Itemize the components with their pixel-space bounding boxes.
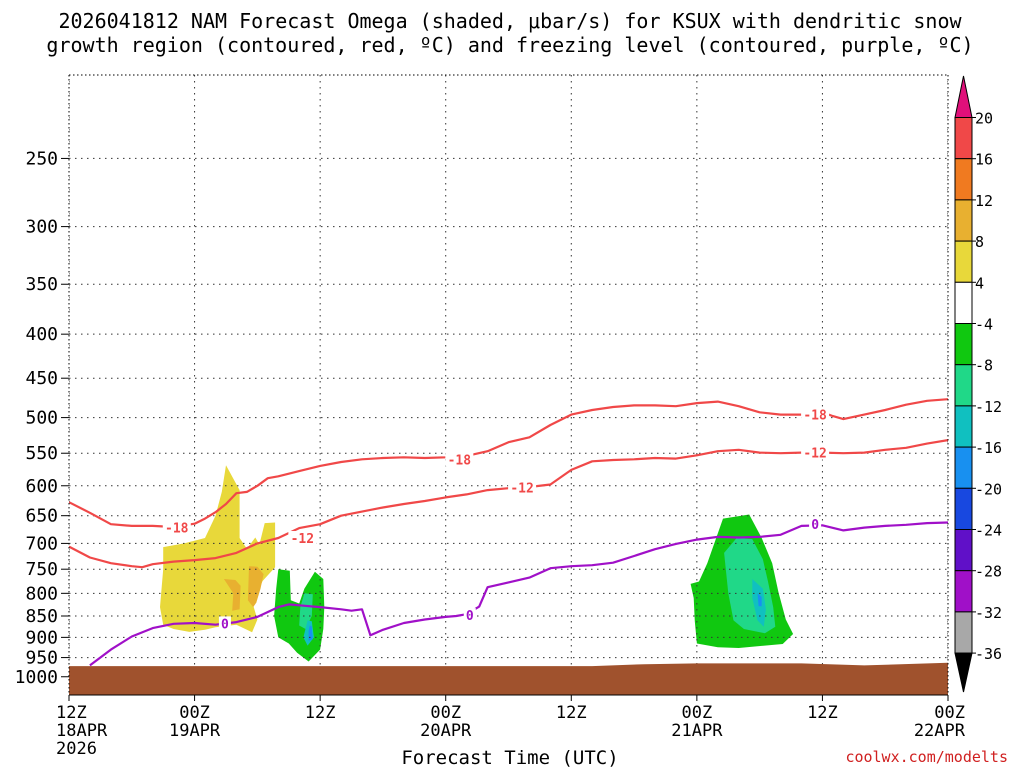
ytick-label-600: 600 [25,476,58,497]
xtick-label-0-3: 2026 [56,739,97,759]
ytick-label-800: 800 [25,583,58,604]
colorbar-bin-1 [954,158,973,201]
xtick-label-24-1: 12Z [305,703,336,723]
contour-freezing-level-0 [89,521,948,667]
colorbar-label-10: -24 [975,522,1002,540]
contour-label-bg-8 [809,517,822,532]
colorbar-label-7: -12 [975,398,1002,416]
colorbar-bin-5 [954,323,973,366]
contour-label-bg-1 [445,452,474,467]
contour-label-2: -18 [803,409,827,424]
ytick-label-650: 650 [25,506,58,527]
contour-label-1: -18 [448,453,472,468]
omega-region-sink-16to20-b [757,593,762,607]
ytick-label-950: 950 [25,648,58,669]
plot-area: -18 -18 -18 -12 -12 -12 0 0 0 [69,75,948,695]
contour-label-bg-2 [801,407,830,422]
xtick-label-12-1: 00Z [179,703,210,723]
colorbar-label-3: 8 [975,233,984,251]
colorbar-label-11: -28 [975,563,1002,581]
ytick-label-350: 350 [25,274,58,295]
contour-label-bg-4 [508,480,537,495]
ytick-label-750: 750 [25,559,58,580]
contour-label-8: 0 [811,518,819,533]
contour-label-bg-7 [463,608,476,623]
xtick-label-60-2: 21APR [671,721,723,741]
chart-title-line2: growth region (contoured, red, ºC) and f… [46,33,973,57]
xtick-label-72-1: 12Z [807,703,838,723]
colorbar-label-1: 16 [975,151,993,169]
colorbar-label-5: -4 [975,316,993,334]
contour-label-bg-0 [162,520,191,535]
colorbar-bin-10 [954,529,973,572]
colorbar-label-6: -8 [975,357,993,375]
colorbar-label-0: 20 [975,110,993,128]
ytick-label-850: 850 [25,606,58,627]
ytick-label-550: 550 [25,443,58,464]
contour-label-7: 0 [466,609,474,624]
colorbar-label-2: 12 [975,192,993,210]
colorbar-bin-2 [954,199,973,242]
ytick-label-1000: 1000 [15,667,58,688]
contour-label-bg-6 [218,616,231,631]
colorbar-label-12: -32 [975,604,1002,622]
colorbar-bin-9 [954,487,973,530]
colorbar-bin-3 [954,240,973,283]
xtick-label-36-2: 20APR [420,721,472,741]
ytick-label-450: 450 [25,368,58,389]
contour-label-3: -12 [291,532,314,547]
contour-label-6: 0 [221,617,229,632]
omega-region-sink-8to12-a [299,593,313,629]
xtick-label-36-1: 00Z [430,703,461,723]
axes: 2503003504004505005506006507007508008509… [15,148,966,759]
contour-label-0: -18 [165,522,189,537]
colorbar-bottom-arrow [954,652,973,693]
x-axis-title: Forecast Time (UTC) [401,747,618,768]
xtick-label-84-2: 22APR [914,721,966,741]
contour-label-bg-3 [288,531,317,546]
xtick-label-0-2: 18APR [56,721,108,741]
colorbar-bin-6 [954,364,973,407]
contour-label-5: -12 [803,447,826,462]
colorbar-label-13: -36 [975,645,1002,663]
terrain-ground [69,662,948,695]
colorbar-top-arrow [954,75,973,118]
colorbar-label-4: 4 [975,274,984,292]
watermark: coolwx.com/modelts [845,748,1008,766]
ytick-label-700: 700 [25,533,58,554]
xtick-label-60-1: 00Z [681,703,712,723]
colorbar-bin-7 [954,405,973,448]
colorbar-bin-4 [954,281,973,324]
colorbar: 20 16 12 8 4 -4 -8 -12 -16 -20 -24 -28 -32 -36 [954,75,1002,693]
plot-content: -18 -18 -18 -12 -12 -12 0 0 0 [69,75,948,695]
xtick-label-84-1: 00Z [934,703,965,723]
ytick-label-500: 500 [25,408,58,429]
xtick-label-0-1: 12Z [56,703,87,723]
omega-region-rise-4to8-west [160,465,276,633]
xtick-label-12-2: 19APR [169,721,221,741]
chart-title-line1: 2026041812 NAM Forecast Omega (shaded, μ… [58,9,962,33]
ytick-label-250: 250 [25,148,58,169]
ytick-label-900: 900 [25,627,58,648]
omega-region-rise-8to12-a [223,579,241,611]
colorbar-bin-12 [954,611,973,654]
ytick-label-400: 400 [25,324,58,345]
colorbar-label-8: -16 [975,439,1002,457]
colorbar-bin-8 [954,446,973,489]
omega-region-sink-4to8-a [274,569,325,662]
ytick-label-300: 300 [25,217,58,238]
colorbar-bin-0 [954,117,973,160]
plot-frame [68,74,949,696]
contour-label-4: -12 [510,482,533,497]
contour-dgz-bottom-minus12 [69,439,948,569]
xtick-label-48-1: 12Z [556,703,587,723]
contour-label-bg-5 [801,445,830,460]
colorbar-bin-11 [954,570,973,613]
omega-region-rise-8to12-b [247,566,264,608]
colorbar-label-9: -20 [975,480,1002,498]
